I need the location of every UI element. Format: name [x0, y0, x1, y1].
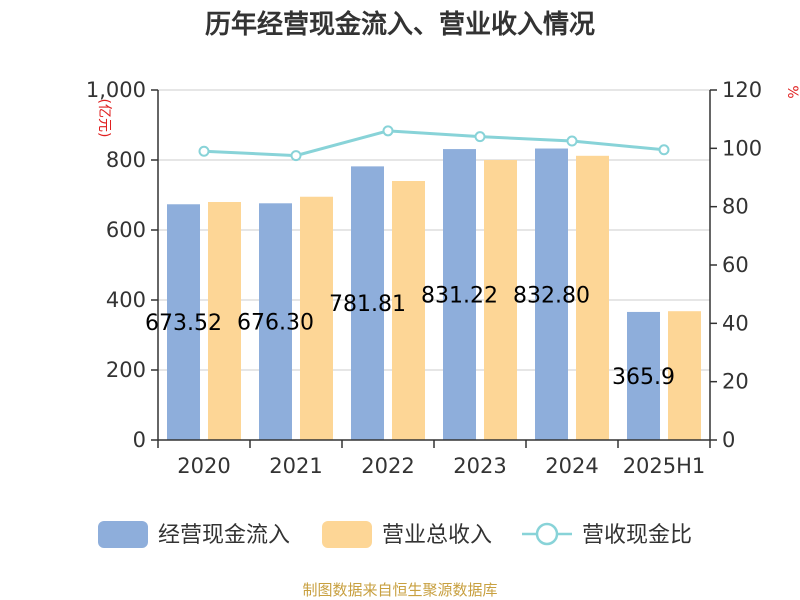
ratio-point	[658, 144, 670, 156]
bar-revenue	[668, 311, 701, 440]
right-axis-tick-label: 20	[722, 370, 749, 394]
x-axis-tick-label: 2023	[453, 454, 506, 478]
left-axis-tick-label: 400	[106, 288, 146, 312]
left-axis-tick-label: 1,000	[86, 78, 146, 102]
ratio-line-group	[198, 125, 670, 162]
bar-revenue	[392, 181, 425, 440]
bar-cash-inflow	[443, 149, 476, 440]
x-axis-tick-label: 2022	[361, 454, 414, 478]
right-axis-tick-label: 60	[722, 253, 749, 277]
bar-cash-inflow	[259, 203, 292, 440]
x-axis-tick-label: 2024	[545, 454, 598, 478]
data-label-cash-inflow: 365.9	[612, 365, 675, 390]
right-axis-tick-label: 80	[722, 195, 749, 219]
data-label-cash-inflow: 832.80	[513, 283, 590, 308]
right-axis-tick-label: 40	[722, 311, 749, 335]
data-labels: 673.52 676.30 781.81 831.22 832.80 365.9	[145, 283, 675, 390]
legend-swatch-ratio-marker	[535, 522, 559, 546]
right-axis-tick-label: 120	[722, 78, 762, 102]
left-axis-tick-label: 600	[106, 218, 146, 242]
bar-revenue	[576, 155, 609, 441]
legend-swatch-cash-inflow	[98, 521, 148, 548]
x-axis-tick-label: 2025H1	[623, 454, 706, 478]
bar-cash-inflow	[627, 311, 660, 440]
ratio-point	[382, 125, 394, 137]
bar-cash-inflow	[535, 148, 568, 440]
legend-label-cash-inflow: 经营现金流入	[158, 523, 290, 548]
chart-title: 历年经营现金流入、营业收入情况	[205, 9, 595, 40]
right-axis-tick-label: 100	[722, 136, 762, 160]
left-axis-tick-label: 800	[106, 148, 146, 172]
bar-cash-inflow	[167, 204, 200, 440]
ratio-line	[203, 129, 665, 158]
axes: 0 200 400 600 800 1,000 0 20 40 60 80 100 120 2020 202…	[86, 78, 762, 478]
left-axis-tick-label: 0	[133, 428, 146, 452]
bars	[167, 148, 701, 441]
data-label-cash-inflow: 676.30	[237, 311, 314, 336]
bar-revenue	[300, 196, 333, 440]
x-axis-tick-label: 2021	[269, 454, 322, 478]
bar-revenue	[484, 160, 517, 440]
left-axis-tick-label: 200	[106, 358, 146, 382]
data-label-cash-inflow: 781.81	[329, 292, 406, 317]
source-note: 制图数据来自恒生聚源数据库	[302, 581, 497, 599]
gridlines	[158, 89, 710, 371]
right-axis-unit: %	[784, 85, 800, 98]
left-axis-unit: (亿元)	[96, 99, 112, 138]
legend-swatch-revenue	[322, 521, 372, 548]
x-axis-tick-label: 2020	[177, 454, 230, 478]
bar-revenue	[208, 202, 241, 440]
right-axis-tick-label: 0	[722, 428, 735, 452]
data-label-cash-inflow: 673.52	[145, 311, 222, 336]
legend-label-ratio: 营收现金比	[582, 523, 692, 548]
ratio-point	[290, 150, 302, 162]
bar-cash-inflow	[351, 166, 384, 440]
legend-label-revenue: 营业总收入	[382, 523, 492, 548]
ratio-point	[198, 145, 210, 157]
ratio-point	[474, 131, 486, 143]
legend: 经营现金流入 营业总收入 营收现金比	[98, 521, 692, 548]
data-label-cash-inflow: 831.22	[421, 284, 498, 309]
ratio-point	[566, 135, 578, 147]
